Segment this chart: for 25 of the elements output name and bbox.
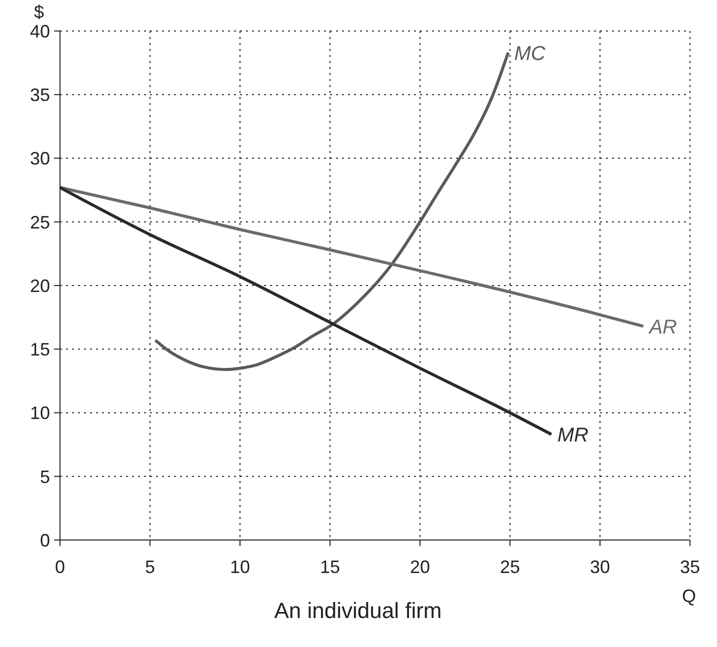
x-tick-label: 35 (680, 556, 700, 577)
series-label: AR (648, 316, 677, 338)
y-tick-label: 10 (30, 403, 50, 424)
y-tick-label: 35 (30, 85, 50, 106)
line-series (60, 186, 645, 328)
text: An individual firm (274, 598, 442, 623)
x-tick-label: 5 (144, 556, 156, 577)
line-series (154, 51, 510, 371)
x-tick-label: 0 (54, 556, 66, 577)
y-tick-label: 40 (30, 21, 50, 42)
y-axis-title: $ (34, 2, 44, 23)
series-label: MC (514, 42, 546, 65)
y-tick-label: 30 (30, 148, 50, 169)
x-tick-label: 20 (410, 556, 430, 577)
x-axis-title: Q (682, 586, 696, 607)
y-tick-label: 15 (30, 340, 50, 360)
x-tick-label: 30 (590, 556, 610, 577)
y-tick-label: 25 (30, 212, 50, 232)
series-label: MR (557, 424, 589, 447)
x-tick-label: 10 (230, 556, 250, 577)
x-tick-label: 15 (320, 556, 340, 577)
x-tick-label: 25 (500, 556, 520, 577)
y-tick-label: 5 (40, 466, 50, 487)
y-tick-label: 20 (30, 276, 50, 296)
y-tick-label: 0 (40, 530, 50, 550)
